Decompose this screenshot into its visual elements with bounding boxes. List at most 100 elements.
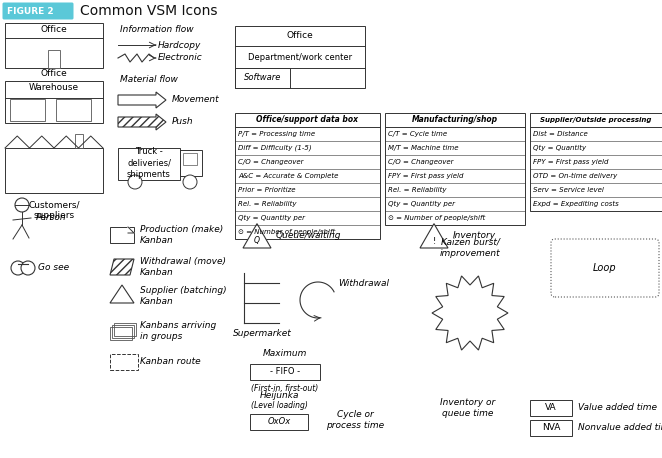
Text: Withdrawal (move)
Kanban: Withdrawal (move) Kanban — [140, 257, 226, 277]
Text: Prior = Prioritize: Prior = Prioritize — [238, 187, 295, 193]
Circle shape — [183, 175, 197, 189]
Text: Office/support data box: Office/support data box — [256, 115, 359, 125]
Bar — [110, 227, 134, 243]
Text: Electronic: Electronic — [158, 54, 203, 62]
Bar — [114, 323, 136, 336]
Text: Qty = Quantity: Qty = Quantity — [533, 145, 586, 151]
Text: Q: Q — [254, 235, 260, 245]
Bar — [75, 134, 83, 148]
Bar — [530, 420, 572, 436]
Text: Heijunka: Heijunka — [260, 391, 299, 399]
Text: Push: Push — [172, 118, 193, 126]
Text: Kanban route: Kanban route — [140, 358, 201, 366]
Text: (Level loading): (Level loading) — [250, 400, 307, 409]
Circle shape — [128, 175, 142, 189]
Bar — [530, 113, 662, 211]
Text: C/O = Changeover: C/O = Changeover — [238, 159, 303, 165]
Text: Department/work center: Department/work center — [248, 53, 352, 61]
Polygon shape — [420, 224, 448, 248]
Text: !: ! — [432, 236, 436, 245]
FancyBboxPatch shape — [3, 2, 73, 20]
FancyArrow shape — [118, 114, 166, 130]
Text: Withdrawal: Withdrawal — [338, 278, 389, 288]
Text: Queue/waiting: Queue/waiting — [276, 231, 342, 240]
Text: Maximum: Maximum — [263, 349, 307, 359]
Text: Truck -
deliveries/
shipments: Truck - deliveries/ shipments — [127, 147, 171, 179]
Text: Serv = Service level: Serv = Service level — [533, 187, 604, 193]
Text: FIGURE 2: FIGURE 2 — [7, 6, 54, 16]
Text: Loop: Loop — [593, 263, 617, 273]
Text: Manufacturing/shop: Manufacturing/shop — [412, 115, 498, 125]
Bar — [10, 99, 45, 121]
Circle shape — [21, 261, 35, 275]
Bar — [235, 113, 380, 239]
Bar — [48, 50, 60, 68]
Text: P/T = Processing time: P/T = Processing time — [238, 131, 315, 137]
Text: Kaizen burst/
improvement: Kaizen burst/ improvement — [440, 238, 500, 258]
Text: VA: VA — [545, 403, 557, 413]
Text: Hardcopy: Hardcopy — [158, 40, 201, 49]
Text: Value added time: Value added time — [578, 403, 657, 413]
Text: Material flow: Material flow — [120, 76, 178, 84]
Text: Supplier/Outside processing: Supplier/Outside processing — [540, 117, 651, 123]
Bar — [110, 327, 132, 340]
Text: Qty = Quantity per: Qty = Quantity per — [388, 201, 455, 207]
Text: Nonvalue added time: Nonvalue added time — [578, 424, 662, 432]
Text: Kanbans arriving
in groups: Kanbans arriving in groups — [140, 321, 216, 341]
Text: Go see: Go see — [38, 263, 69, 273]
Bar — [180, 150, 202, 176]
Text: OTD = On-time delivery: OTD = On-time delivery — [533, 173, 617, 179]
Text: Information flow: Information flow — [120, 26, 193, 34]
Text: Supplier (batching)
Kanban: Supplier (batching) Kanban — [140, 286, 226, 306]
Bar — [110, 354, 138, 370]
Text: Expd = Expediting costs: Expd = Expediting costs — [533, 201, 619, 207]
Polygon shape — [110, 259, 134, 275]
Text: FPY = First pass yield: FPY = First pass yield — [533, 159, 608, 165]
Text: Person: Person — [36, 213, 67, 223]
Text: C/T = Cycle time: C/T = Cycle time — [388, 131, 447, 137]
Text: Office: Office — [40, 70, 68, 78]
Circle shape — [11, 261, 25, 275]
Text: Office: Office — [287, 32, 313, 40]
Text: Movement: Movement — [172, 96, 220, 104]
Text: ⊙ = Number of people/shift: ⊙ = Number of people/shift — [238, 229, 335, 235]
Bar — [5, 148, 103, 193]
Text: C/O = Changeover: C/O = Changeover — [388, 159, 453, 165]
Text: Diff = Difficulty (1-5): Diff = Difficulty (1-5) — [238, 145, 312, 151]
Text: Inventory: Inventory — [453, 231, 496, 240]
Text: Cycle or
process time: Cycle or process time — [326, 410, 384, 430]
Text: NVA: NVA — [542, 424, 560, 432]
Bar — [530, 400, 572, 416]
Bar — [250, 364, 320, 380]
Circle shape — [15, 198, 29, 212]
Polygon shape — [243, 224, 271, 248]
Text: ⊙ = Number of people/shift: ⊙ = Number of people/shift — [388, 215, 485, 221]
Text: Common VSM Icons: Common VSM Icons — [80, 4, 218, 18]
Text: A&C = Accurate & Complete: A&C = Accurate & Complete — [238, 173, 338, 179]
Text: FPY = First pass yield: FPY = First pass yield — [388, 173, 463, 179]
Text: Rel. = Reliability: Rel. = Reliability — [388, 187, 446, 193]
Bar — [112, 325, 134, 338]
Text: Rel. = Reliability: Rel. = Reliability — [238, 201, 297, 207]
Polygon shape — [432, 276, 508, 350]
Text: Customers/
suppliers: Customers/ suppliers — [28, 200, 79, 220]
Bar — [183, 153, 197, 165]
Text: Production (make)
Kanban: Production (make) Kanban — [140, 225, 223, 245]
Text: Office: Office — [40, 26, 68, 34]
Text: Warehouse: Warehouse — [29, 83, 79, 93]
Bar — [56, 99, 91, 121]
Bar — [235, 68, 290, 88]
Bar — [5, 23, 103, 68]
Polygon shape — [128, 227, 134, 233]
Bar — [118, 148, 180, 180]
Text: M/T = Machine time: M/T = Machine time — [388, 145, 459, 151]
Text: - FIFO -: - FIFO - — [270, 367, 300, 376]
Text: (First-in, first-out): (First-in, first-out) — [252, 383, 318, 393]
Text: Dist = Distance: Dist = Distance — [533, 131, 588, 137]
FancyArrow shape — [118, 92, 166, 108]
Bar — [5, 81, 103, 123]
Text: Qty = Quantity per: Qty = Quantity per — [238, 215, 305, 221]
Bar — [235, 26, 365, 88]
Text: Software: Software — [244, 73, 282, 82]
Text: Supermarket: Supermarket — [232, 328, 291, 338]
